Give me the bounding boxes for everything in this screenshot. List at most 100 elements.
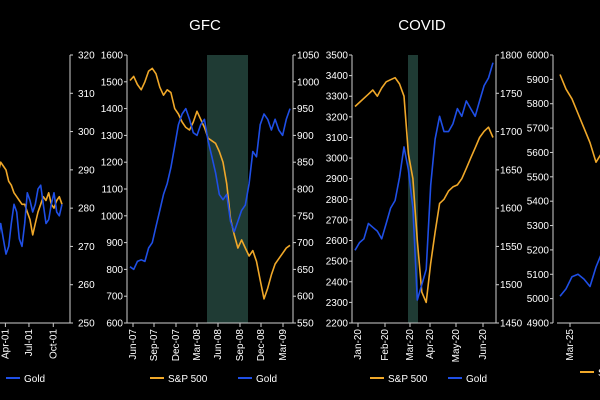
- y-tick-label-left: 3100: [326, 133, 349, 144]
- x-tick-label: Jun-20: [478, 329, 489, 360]
- y-tick-label-left: 3000: [326, 154, 349, 165]
- legend-label: S&P 500: [388, 374, 428, 385]
- y-tick-label-right: 900: [297, 131, 314, 142]
- y-tick-label-left: 5000: [527, 294, 550, 305]
- y-tick-label-left: 2600: [326, 236, 349, 247]
- y-tick-label-left: 2500: [326, 257, 349, 268]
- x-tick-label: Jun-08: [213, 329, 224, 360]
- x-tick-label: Sep-08: [235, 329, 246, 362]
- chart-panel-1: GFC 600 700 800 900 1000 1100 1200 1300 1400 1500 1…: [101, 17, 320, 385]
- y-tick-label-left: 3300: [326, 92, 349, 103]
- y-tick-label-right: 1800: [500, 51, 523, 62]
- y-tick-label-left: 1200: [101, 158, 124, 169]
- chart-panel-0: 250 260 270 280 290 300 310 320 Apr-01 Jul-01 Oct-…: [0, 51, 95, 385]
- y-tick-label-right: 650: [297, 265, 314, 276]
- y-tick-label-right: 1650: [500, 165, 523, 176]
- chart-title: COVID: [398, 17, 446, 34]
- y-tick-label-left: 5800: [527, 99, 550, 110]
- y-tick-label-right: 260: [78, 280, 95, 291]
- series-line-gold: [354, 62, 494, 301]
- y-tick-label-left: 1400: [101, 104, 124, 115]
- x-tick-label: Jun-07: [128, 329, 139, 360]
- y-tick-label-left: 2800: [326, 195, 349, 206]
- x-tick-label: Feb-20: [380, 329, 391, 361]
- y-tick-label-left: 5100: [527, 270, 550, 281]
- x-tick-label: Dec-08: [256, 329, 267, 362]
- y-tick-label-left: 1000: [101, 211, 124, 222]
- chart-panel-2: COVID 2200 2300 2400 2500 2600 2700 2800 2900 300…: [326, 17, 523, 385]
- legend-label: Gold: [256, 374, 277, 385]
- y-tick-label-left: 2400: [326, 277, 349, 288]
- series-line-s-p-500: [354, 76, 494, 304]
- y-tick-label-left: 1100: [101, 185, 123, 196]
- y-tick-label-left: 800: [106, 265, 123, 276]
- series-line-s-p-500: [129, 67, 291, 300]
- chart-panel-3: 4900 5000 5100 5200 5300 5400 5500 5600 5700 5800…: [527, 51, 600, 379]
- y-tick-label-right: 320: [78, 51, 95, 62]
- y-tick-label-left: 2700: [326, 215, 349, 226]
- y-tick-label-right: 1000: [297, 77, 320, 88]
- y-tick-label-left: 2200: [326, 319, 349, 330]
- y-tick-label-left: 5500: [527, 172, 550, 183]
- chart-title: GFC: [189, 17, 221, 34]
- series-line-gold: [129, 107, 291, 271]
- x-tick-label: Mar-20: [405, 329, 416, 361]
- y-tick-label-right: 310: [78, 89, 95, 100]
- y-tick-label-left: 1500: [101, 77, 124, 88]
- y-tick-label-left: 5200: [527, 245, 550, 256]
- y-tick-label-right: 250: [78, 319, 95, 330]
- x-tick-label: Jan-20: [353, 329, 364, 360]
- y-tick-label-left: 2300: [326, 298, 349, 309]
- y-tick-label-left: 2900: [326, 174, 349, 185]
- y-tick-label-right: 1700: [500, 127, 523, 138]
- y-tick-label-left: 3400: [326, 71, 349, 82]
- y-tick-label-right: 550: [297, 319, 314, 330]
- y-tick-label-left: 5400: [527, 197, 550, 208]
- y-tick-label-right: 1050: [297, 51, 320, 62]
- y-tick-label-right: 1550: [500, 242, 523, 253]
- y-tick-label-right: 300: [78, 127, 95, 138]
- x-tick-label: Sep-07: [149, 329, 160, 362]
- x-tick-label: Oct-01: [48, 329, 59, 359]
- x-tick-label: Mar-25: [565, 329, 576, 361]
- y-tick-label-right: 750: [297, 211, 314, 222]
- y-tick-label-right: 1750: [500, 89, 523, 100]
- y-tick-label-left: 3500: [326, 51, 349, 62]
- series-line-gold: [559, 255, 600, 297]
- x-tick-label: Dec-07: [171, 329, 182, 362]
- y-tick-label-left: 900: [106, 238, 123, 249]
- y-tick-label-right: 270: [78, 242, 95, 253]
- y-tick-label-left: 5300: [527, 221, 550, 232]
- x-tick-label: May-20: [451, 329, 462, 363]
- x-tick-label: Mar-09: [278, 329, 289, 361]
- x-tick-label: Mar-08: [192, 329, 203, 361]
- y-tick-label-right: 950: [297, 104, 314, 115]
- legend-label: S&P 500: [168, 374, 208, 385]
- x-tick-label: Apr-01: [0, 329, 11, 359]
- y-tick-label-right: 1500: [500, 280, 523, 291]
- y-tick-label-right: 290: [78, 165, 95, 176]
- y-tick-label-left: 1600: [101, 51, 124, 62]
- x-tick-label: Jul-01: [24, 329, 35, 357]
- y-tick-label-left: 3200: [326, 112, 349, 123]
- y-tick-label-left: 700: [106, 292, 123, 303]
- y-tick-label-right: 700: [297, 238, 314, 249]
- y-tick-label-left: 600: [106, 319, 123, 330]
- y-tick-label-right: 850: [297, 158, 314, 169]
- y-tick-label-left: 6000: [527, 51, 550, 62]
- y-tick-label-left: 4900: [527, 319, 550, 330]
- legend-label: S&P 500: [598, 368, 600, 379]
- y-tick-label-left: 5600: [527, 148, 550, 159]
- y-tick-label-right: 600: [297, 292, 314, 303]
- legend-label: Gold: [466, 374, 487, 385]
- y-tick-label-right: 800: [297, 185, 314, 196]
- y-tick-label-left: 1300: [101, 131, 124, 142]
- x-tick-label: Apr-20: [425, 329, 436, 359]
- series-line-s-p-500: [559, 74, 600, 163]
- series-line-gold: [0, 184, 63, 255]
- y-tick-label-right: 280: [78, 204, 95, 215]
- y-tick-label-left: 5900: [527, 75, 550, 86]
- legend-label: Gold: [24, 374, 45, 385]
- y-tick-label-right: 1450: [500, 319, 523, 330]
